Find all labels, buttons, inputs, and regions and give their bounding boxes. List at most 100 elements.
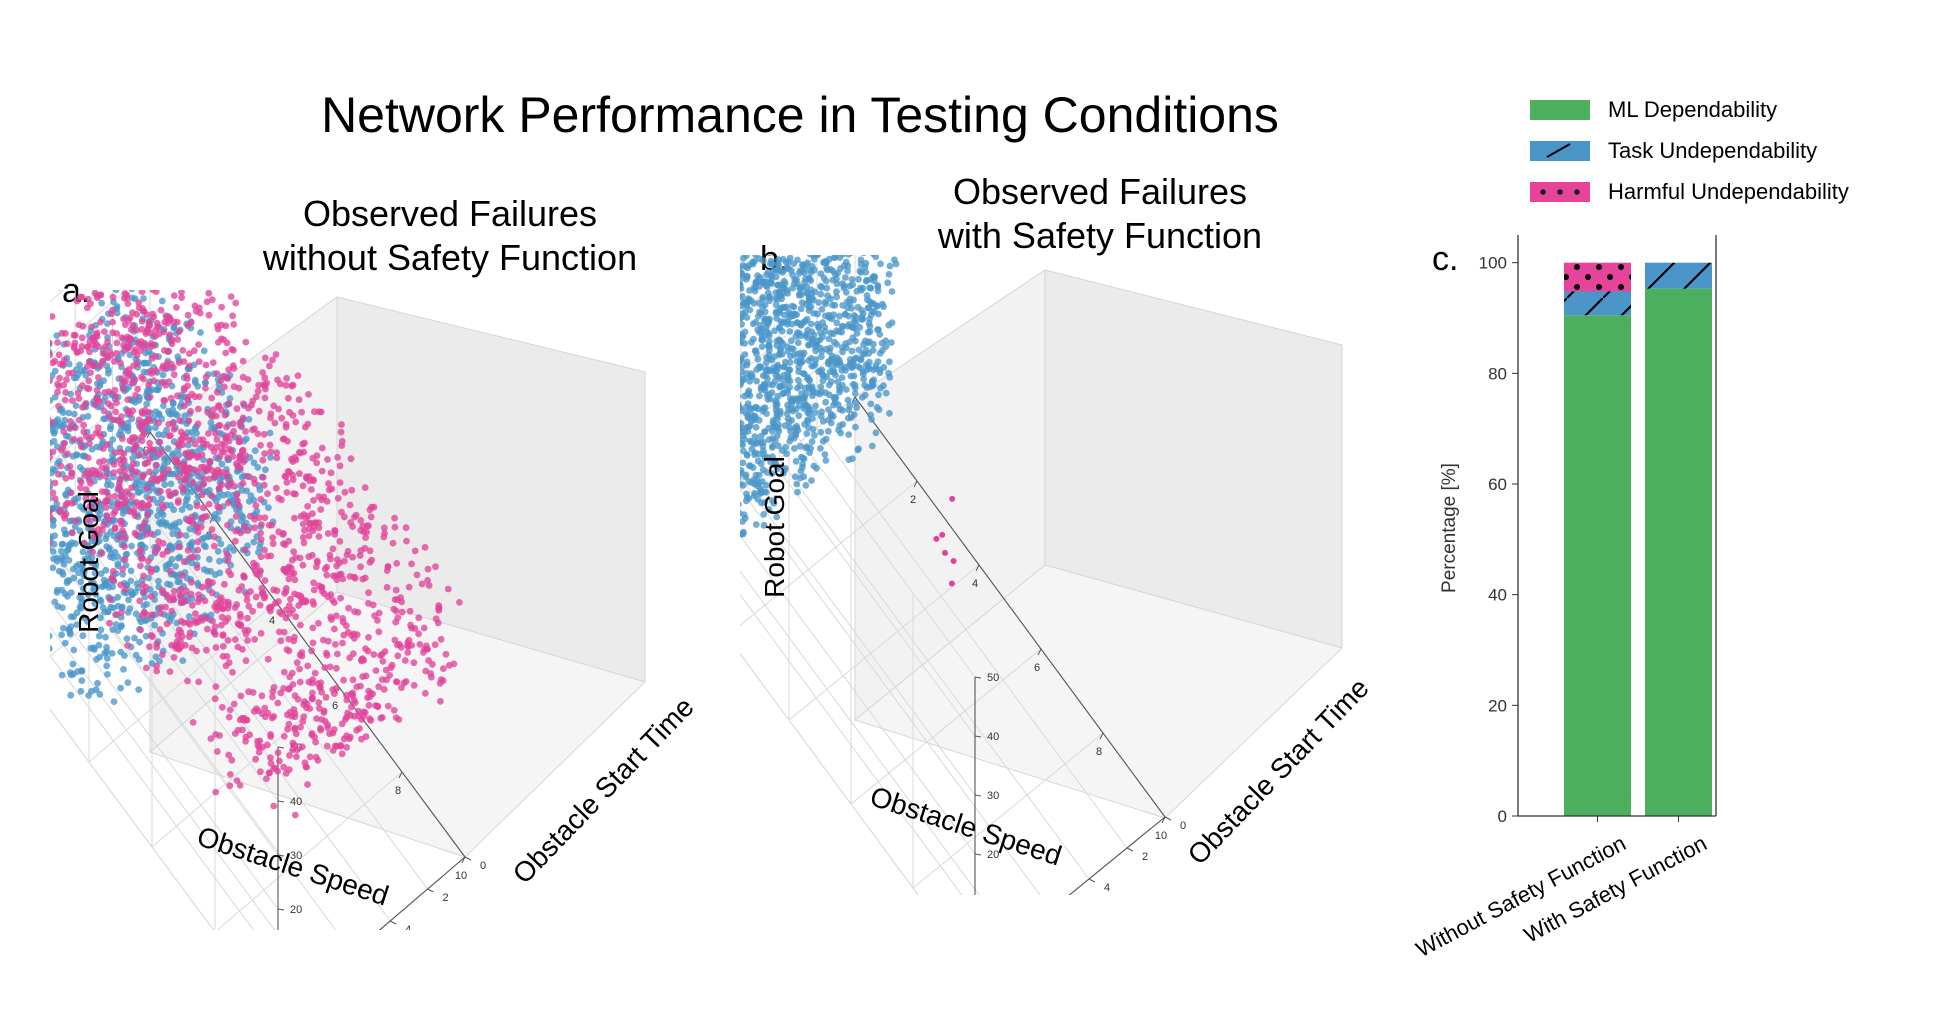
scatter-point <box>245 416 253 423</box>
scatter-point <box>87 300 94 308</box>
scatter-point <box>106 596 114 603</box>
scatter-point <box>783 410 791 418</box>
scatter-point <box>863 276 870 284</box>
scatter-point <box>300 511 308 518</box>
scatter-point <box>124 445 132 453</box>
scatter-point <box>309 639 317 647</box>
scatter-point <box>195 678 203 686</box>
scatter-point <box>740 419 742 426</box>
scatter-point <box>197 329 204 336</box>
scatter-point <box>299 482 307 490</box>
scatter-point <box>100 576 108 584</box>
scatter-point <box>155 431 162 438</box>
scatter-point <box>195 591 203 599</box>
scatter-point <box>274 749 282 756</box>
scatter-point <box>355 707 362 715</box>
scatter-point <box>398 684 405 691</box>
scatter-point <box>58 446 65 454</box>
scatter-point <box>187 554 195 561</box>
grid-line <box>740 489 1041 895</box>
scatter-point <box>258 692 266 700</box>
y-tick-mark <box>1164 816 1172 821</box>
scatter-point <box>326 663 334 671</box>
scatter-point <box>872 362 880 369</box>
scatter-point <box>152 352 160 360</box>
scatter-point <box>825 255 833 263</box>
scatter-point <box>53 332 61 339</box>
scatter-point <box>221 580 228 588</box>
scatter-point <box>221 441 229 449</box>
scatter-point <box>120 315 127 323</box>
scatter-point <box>275 405 282 413</box>
scatter-point <box>234 726 242 734</box>
scatter-point <box>69 369 76 377</box>
scatter-point <box>212 788 220 796</box>
scatter-point <box>167 394 175 402</box>
scatter-point <box>415 614 423 622</box>
scatter-point <box>759 466 767 474</box>
scatter-point <box>789 271 796 279</box>
scatter-point <box>159 511 167 519</box>
scatter-point <box>318 467 326 475</box>
scatter-point <box>772 459 779 467</box>
scatter-point <box>158 501 166 509</box>
scatter-point <box>75 416 83 424</box>
y-tick-label: 4 <box>1104 882 1110 894</box>
axes-b: 0246810024681001020304050 <box>848 396 1186 895</box>
scatter-point <box>787 427 794 435</box>
scatter-point <box>106 348 113 355</box>
scatter-point <box>392 618 400 626</box>
scatter-point <box>234 497 241 505</box>
scatter-point <box>140 368 148 376</box>
scatter-point <box>794 339 802 347</box>
scatter-point <box>324 456 331 463</box>
scatter-point <box>236 716 244 724</box>
scatter-point <box>380 533 388 541</box>
scatter-point <box>183 372 190 379</box>
scatter-point <box>179 572 186 579</box>
scatter-point <box>50 632 53 640</box>
scatter-point <box>194 529 202 536</box>
scatter-point <box>172 571 180 579</box>
scatter-point <box>87 480 94 487</box>
scatter-point <box>269 356 276 364</box>
scatter-point <box>158 495 166 503</box>
scatter-point <box>773 413 781 420</box>
scatter-point <box>65 360 73 368</box>
legend-swatch-ml <box>1530 100 1590 120</box>
scatter-point <box>434 619 442 627</box>
scatter-point <box>67 589 75 596</box>
scatter-point <box>254 464 262 471</box>
scatter-point <box>85 385 93 392</box>
scatter-point <box>163 592 171 599</box>
scatter-point <box>70 613 78 621</box>
axis-line <box>854 396 1166 818</box>
scatter-point <box>411 547 419 555</box>
scatter-point <box>256 601 264 609</box>
grid-line <box>112 463 429 890</box>
scatter-point <box>80 539 88 547</box>
scatter-point <box>788 417 796 424</box>
x-tick-label: 8 <box>1096 746 1102 758</box>
scatter-point <box>159 539 167 547</box>
scatter-point <box>179 657 187 664</box>
scatter-point <box>322 693 330 701</box>
scatter-point <box>207 419 215 427</box>
scatter-point <box>285 575 293 583</box>
scatter-point <box>117 413 125 420</box>
scatter-point <box>210 406 217 414</box>
z-tick-label: 30 <box>987 790 999 802</box>
scatter-point <box>776 309 783 317</box>
scatter-point <box>126 605 134 612</box>
scatter-point <box>233 405 241 413</box>
legend-swatch-harm-dot <box>1540 189 1546 195</box>
scatter-point <box>298 598 306 606</box>
scatter-point <box>420 624 428 632</box>
scatter-point <box>743 302 750 310</box>
scatter-point <box>81 555 89 563</box>
scatter-point <box>123 635 131 643</box>
scatter-point <box>852 313 860 321</box>
scatter-point <box>225 567 233 575</box>
scatter-point <box>116 534 123 542</box>
scatter-point <box>866 322 874 330</box>
